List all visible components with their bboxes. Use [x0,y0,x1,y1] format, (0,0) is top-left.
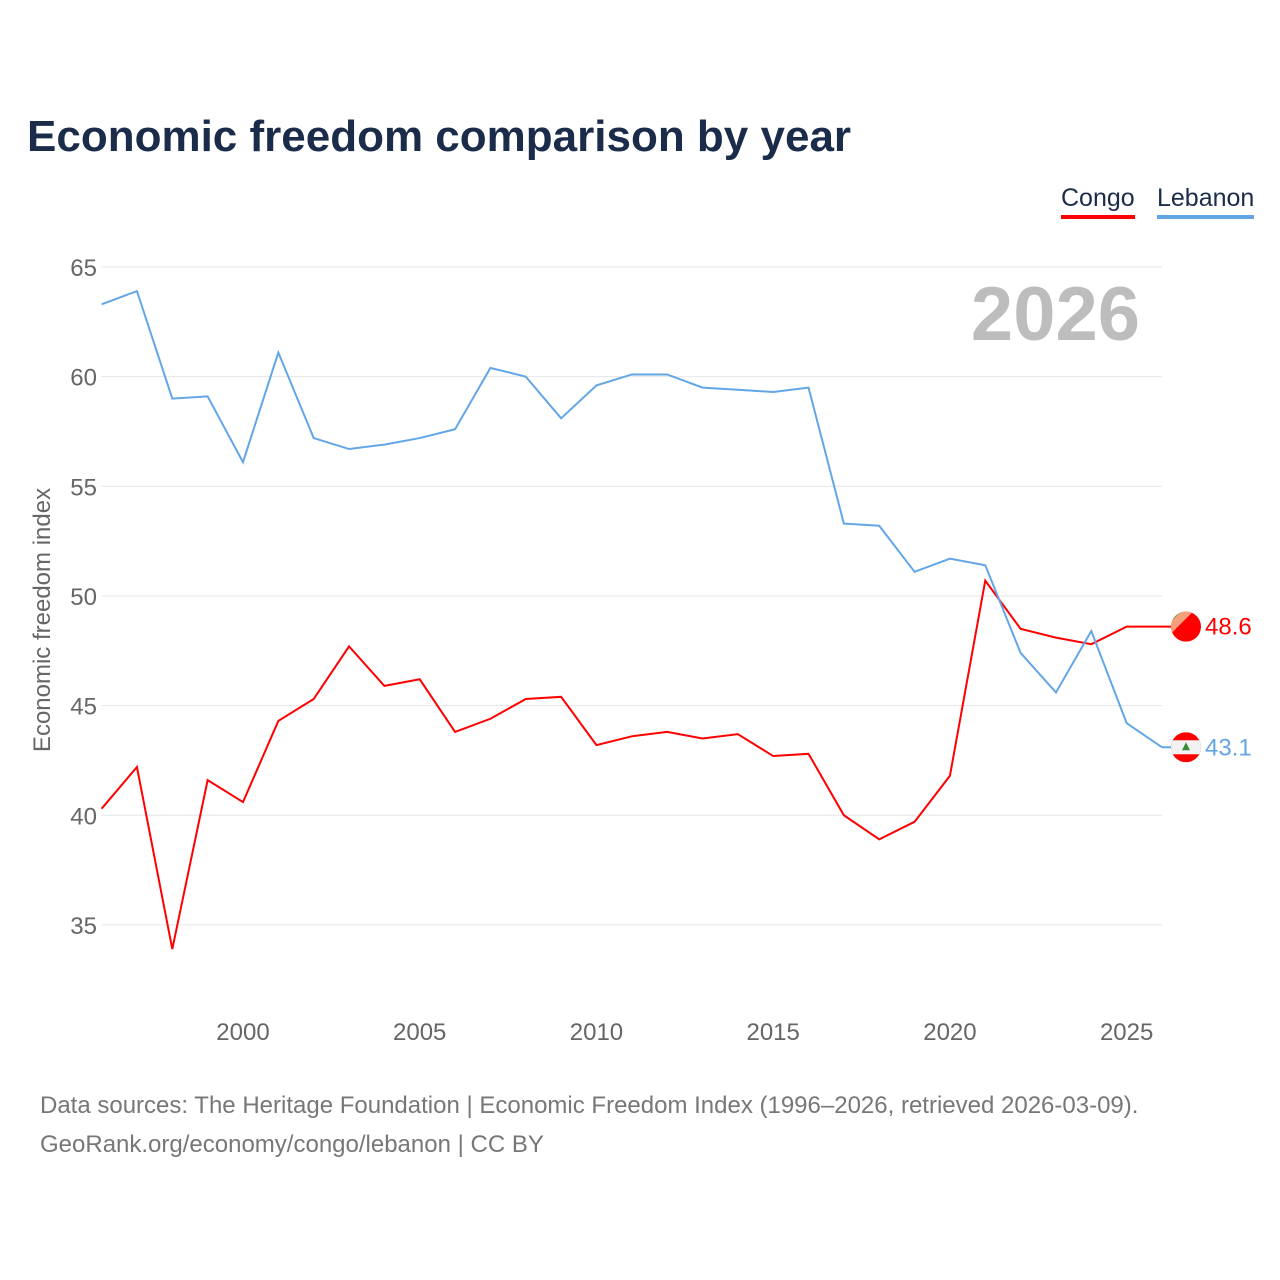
lebanon-flag-icon [1171,732,1201,763]
y-tick-label: 65 [70,255,97,282]
x-tick-label: 2015 [746,1019,799,1046]
x-tick-label: 2005 [393,1019,446,1046]
y-tick-label: 45 [70,694,97,721]
source-line-1: Data sources: The Heritage Foundation | … [40,1092,1139,1119]
y-axis-label: Economic freedom index [29,488,56,752]
legend-congo[interactable]: Congo [1061,184,1135,219]
x-tick-label: 2000 [216,1019,269,1046]
end-value-label: 48.6 [1205,614,1252,641]
y-tick-label: 50 [70,584,97,611]
end-value-label: 43.1 [1205,734,1252,761]
y-tick-label: 35 [70,913,97,940]
chart-title: Economic freedom comparison by year [27,112,852,161]
source-note: Data sources: The Heritage Foundation | … [40,1086,1138,1164]
series-line-lebanon [101,289,1163,749]
x-tick-label: 2010 [570,1019,623,1046]
series-line-congo [100,578,1162,950]
y-tick-label: 60 [70,365,97,392]
legend-lebanon[interactable]: Lebanon [1157,184,1255,219]
year-watermark: 2026 [971,272,1140,357]
source-line-2: GeoRank.org/economy/congo/lebanon | CC B… [40,1131,544,1158]
x-tick-label: 2025 [1100,1019,1153,1046]
y-tick-label: 40 [70,803,97,830]
x-tick-label: 2020 [923,1019,976,1046]
y-tick-label: 55 [70,474,97,501]
congo-flag-icon [1171,611,1201,642]
